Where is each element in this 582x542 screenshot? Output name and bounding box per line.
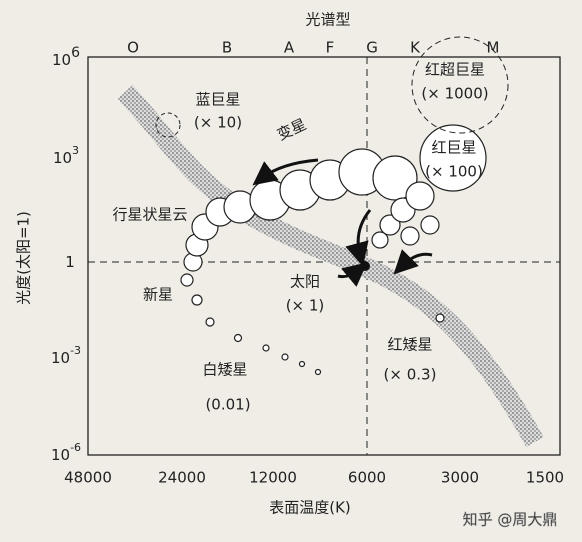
label: 红巨星 (431, 139, 476, 157)
label: 新星 (143, 286, 173, 304)
blue-giant (155, 112, 181, 138)
label: 红超巨星 (425, 61, 485, 79)
spectral-type: G (366, 39, 378, 57)
x-axis-label: 表面温度(K) (269, 499, 351, 517)
y-tick-label: 1 (65, 253, 75, 271)
spectral-type: M (487, 39, 500, 57)
label: 太阳 (290, 273, 320, 291)
main-sequence (117, 85, 544, 447)
y-ticks: 106 103 1 10-3 10-6 (51, 45, 81, 464)
red-supergiant (411, 36, 509, 134)
label: (× 1000) (421, 85, 488, 103)
label: (× 1) (286, 297, 325, 315)
x-tick-label: 1500 (526, 469, 564, 487)
y-axis-label: 光度(太阳=1) (15, 211, 33, 305)
label: 蓝巨星 (195, 91, 240, 109)
label: (× 100) (425, 163, 483, 181)
x-tick-label: 24000 (158, 469, 206, 487)
y-tick-label: 10-6 (51, 441, 81, 464)
y-tick-label: 103 (53, 144, 79, 167)
spectral-type: O (127, 39, 139, 57)
spectral-types: O B A F G K M (127, 39, 499, 57)
x-tick-label: 12000 (249, 469, 297, 487)
spectral-type: A (284, 39, 295, 57)
label: 白矮星 (202, 361, 247, 379)
x-ticks: 48000 24000 12000 6000 3000 1500 (64, 469, 564, 487)
sun-point (360, 261, 370, 271)
x-tick-label: 3000 (441, 469, 479, 487)
y-tick-label: 10-3 (51, 344, 81, 367)
spectral-type: F (326, 39, 335, 57)
y-tick-label: 106 (52, 45, 80, 69)
plot-frame (87, 56, 561, 456)
giant-branch (180, 124, 487, 376)
label: (× 0.3) (384, 366, 437, 384)
label: (0.01) (205, 396, 250, 414)
spectral-type: B (222, 39, 232, 57)
evolution-arrows (252, 158, 433, 287)
label: (× 10) (194, 114, 242, 132)
region-labels: 蓝巨星 (× 10) 变星 红超巨星 (× 1000) 红巨星 (× 100) … (112, 61, 488, 414)
label: 行星状星云 (112, 206, 187, 224)
watermark: 知乎 @周大鼎 (463, 511, 558, 529)
spectral-type: K (410, 39, 421, 57)
x-tick-label: 48000 (64, 469, 112, 487)
label: 红矮星 (387, 336, 432, 354)
x-tick-label: 6000 (348, 469, 386, 487)
spectral-title: 光谱型 (305, 11, 350, 29)
